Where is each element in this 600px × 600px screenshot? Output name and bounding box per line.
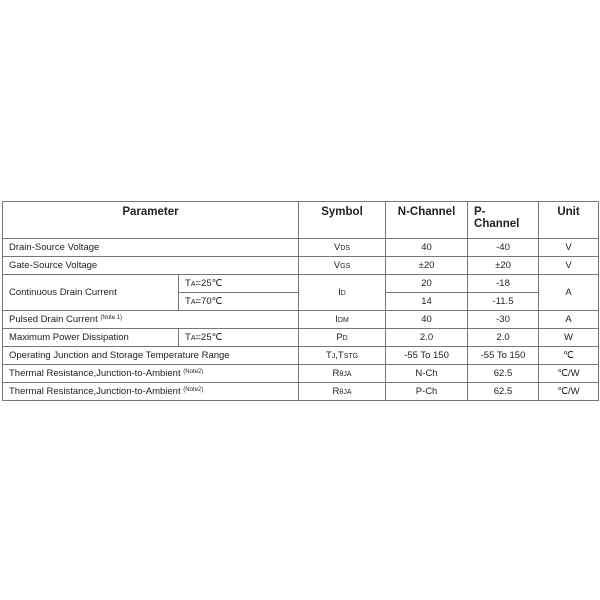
condition: TA=25℃ [177, 274, 300, 293]
n-value: ±20 [385, 256, 469, 275]
symbol: RθJA [298, 382, 387, 401]
n-value: 14 [385, 292, 469, 311]
table-row: Gate-Source Voltage VGS ±20 ±20 V [1, 256, 600, 275]
p-value: -11.5 [467, 292, 540, 311]
header-row: Parameter Symbol N-Channel P- Channel Uni… [1, 201, 600, 239]
param: Thermal Resistance,Junction-to-Ambient (… [1, 364, 300, 383]
p-value: 62.5 [467, 364, 540, 383]
param: Thermal Resistance,Junction-to-Ambient (… [1, 382, 300, 401]
unit: V [538, 256, 600, 275]
table-row: Continuous Drain Current TA=25℃ ID 20 -1… [2, 274, 600, 311]
unit: ℃ [538, 346, 600, 365]
symbol: IDM [298, 310, 387, 329]
param: Operating Junction and Storage Temperatu… [1, 346, 300, 365]
n-value: -55 To 150 [385, 346, 469, 365]
unit: A [538, 310, 600, 329]
symbol: TJ,TSTG [298, 346, 387, 365]
header-symbol: Symbol [298, 201, 387, 239]
unit: A [538, 274, 600, 311]
p-value: 2.0 [467, 328, 540, 347]
p-value: ±20 [467, 256, 540, 275]
p-value: -30 [467, 310, 540, 329]
header-p-channel: P- Channel [467, 201, 540, 239]
table-row: Drain-Source Voltage VDS 40 -40 V [1, 238, 600, 257]
param: Maximum Power Dissipation [2, 328, 179, 347]
n-value: N-Ch [385, 364, 469, 383]
header-parameter: Parameter [1, 201, 300, 239]
p-value: -18 [467, 274, 540, 293]
table-row: Thermal Resistance,Junction-to-Ambient (… [1, 382, 600, 401]
table-row: Maximum Power Dissipation TA=25℃ PD 2.0 … [2, 328, 600, 347]
param: Gate-Source Voltage [1, 256, 300, 275]
n-value: 40 [385, 310, 469, 329]
n-value: 20 [385, 274, 469, 293]
header-unit: Unit [538, 201, 600, 239]
symbol: ID [298, 274, 387, 311]
header-n-channel: N-Channel [385, 201, 469, 239]
unit: W [538, 328, 600, 347]
table-row: TA=70℃ 14 -11.5 [3, 292, 599, 311]
p-value: 62.5 [467, 382, 540, 401]
unit: ℃/W [538, 364, 600, 383]
symbol: RθJA [298, 364, 387, 383]
n-value: 40 [385, 238, 469, 257]
param: Continuous Drain Current [2, 274, 179, 311]
unit: ℃/W [538, 382, 600, 401]
unit: V [538, 238, 600, 257]
symbol: PD [298, 328, 387, 347]
p-value: -55 To 150 [467, 346, 540, 365]
condition: TA=25℃ [177, 328, 300, 347]
absolute-maximum-ratings-table: Parameter Symbol N-Channel P- Channel Uni… [1, 201, 600, 401]
symbol: VGS [298, 256, 387, 275]
n-value: P-Ch [385, 382, 469, 401]
symbol: VDS [298, 238, 387, 257]
table-row: Thermal Resistance,Junction-to-Ambient (… [1, 364, 600, 383]
p-value: -40 [467, 238, 540, 257]
param: Drain-Source Voltage [1, 238, 300, 257]
condition: TA=70℃ [177, 292, 300, 311]
param: Pulsed Drain Current (Note 1) [1, 310, 300, 329]
n-value: 2.0 [385, 328, 469, 347]
table-row: Operating Junction and Storage Temperatu… [1, 346, 600, 365]
table-row: Pulsed Drain Current (Note 1) IDM 40 -30… [1, 310, 600, 329]
